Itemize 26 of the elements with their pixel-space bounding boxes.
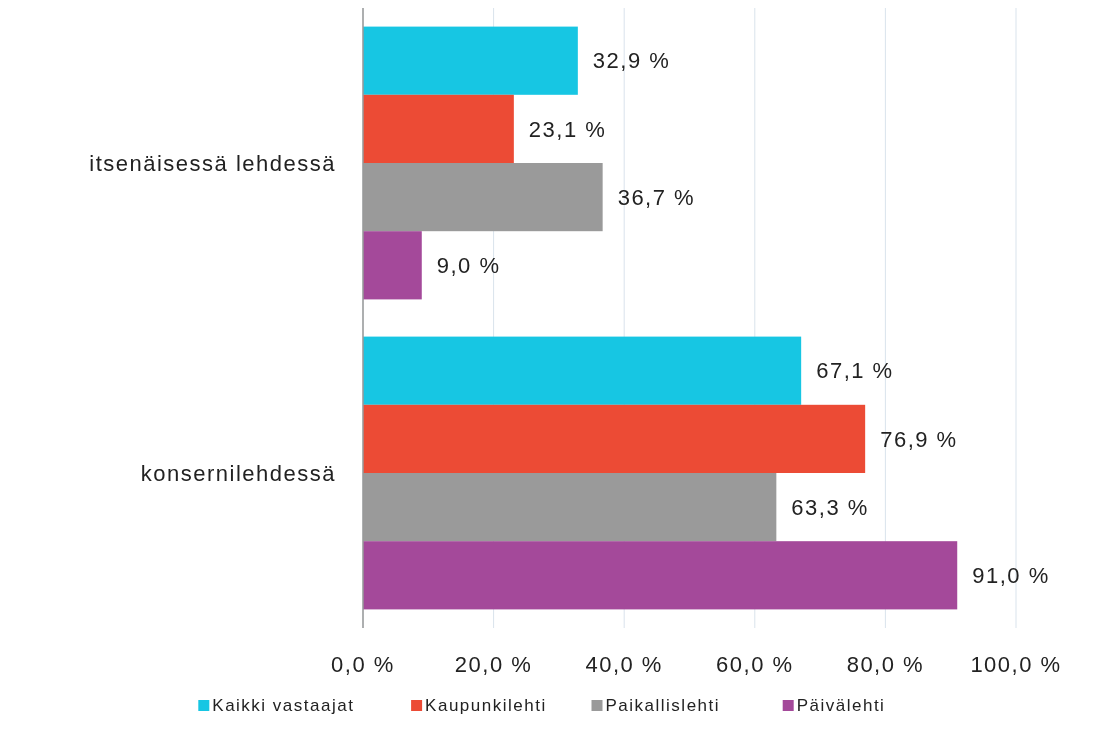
legend-label: Paikallislehti <box>605 696 721 716</box>
data-label: 36,7 % <box>617 184 696 210</box>
x-tick-label: 100,0 % <box>970 652 1062 677</box>
x-tick-label: 60,0 % <box>716 652 794 677</box>
y-tick-label: itsenäisessä lehdessä <box>89 150 336 176</box>
data-label: 23,1 % <box>528 116 607 142</box>
bar <box>363 231 422 300</box>
data-label: 67,1 % <box>816 358 894 384</box>
data-label: 91,0 % <box>972 563 1050 588</box>
x-tick-label: 40,0 % <box>585 652 663 677</box>
x-tick-label: 80,0 % <box>846 652 925 677</box>
bar <box>363 94 514 163</box>
bar <box>363 541 958 610</box>
legend-label: Kaikki vastaajat <box>212 696 355 716</box>
bar <box>363 404 866 473</box>
y-tick-label: konsernilehdessä <box>140 460 336 486</box>
data-label: 76,9 % <box>880 426 958 452</box>
bar <box>363 26 578 95</box>
data-label: 63,3 % <box>791 494 869 520</box>
legend-label: Päivälehti <box>796 696 886 716</box>
data-label: 9,0 % <box>436 253 501 278</box>
bar <box>363 336 802 405</box>
x-tick-label: 0,0 % <box>331 652 395 677</box>
x-tick-label: 20,0 % <box>454 652 533 677</box>
legend-label: Kaupunkilehti <box>425 696 547 716</box>
data-label: 32,9 % <box>592 48 671 74</box>
